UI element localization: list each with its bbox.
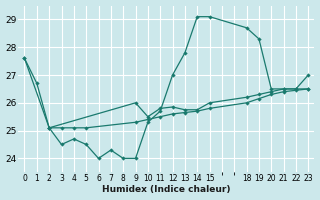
- X-axis label: Humidex (Indice chaleur): Humidex (Indice chaleur): [102, 185, 231, 194]
